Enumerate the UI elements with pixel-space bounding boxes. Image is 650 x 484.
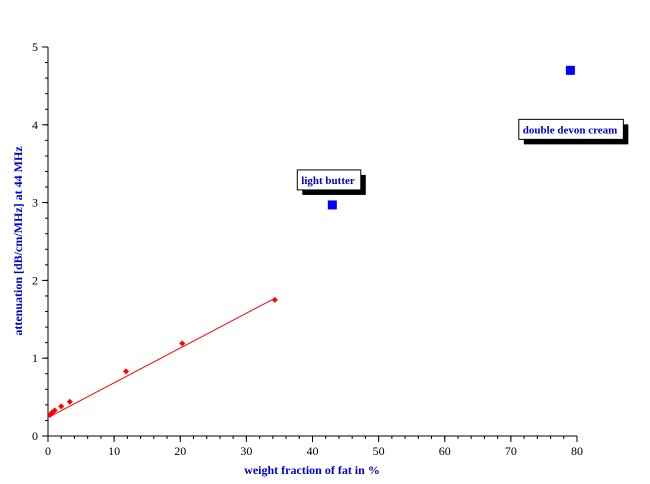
x-tick-label: 50 — [373, 444, 385, 458]
x-tick-label: 40 — [307, 444, 319, 458]
x-tick-label: 80 — [571, 444, 583, 458]
annotation-text: light butter — [301, 175, 355, 187]
y-axis-title: attenuation [dB/cm/MHz] at 44 MHz — [11, 146, 25, 336]
x-tick-label: 30 — [240, 444, 252, 458]
y-tick-label: 3 — [32, 196, 38, 210]
annotation-text: double devon cream — [523, 124, 618, 136]
data-point-diamond — [66, 398, 73, 405]
annotation-box — [518, 118, 624, 140]
data-point-diamond — [58, 403, 65, 410]
y-tick-label: 1 — [32, 351, 38, 365]
fit-lines — [49, 297, 276, 417]
ticks: 0 10 20 30 40 50 60 70 80 0 1 2 3 4 5 — [32, 40, 583, 458]
annotation-label: double devon cream — [518, 118, 629, 145]
fit-line — [49, 297, 276, 417]
x-axis-title: weight fraction of fat in % — [244, 463, 380, 477]
data-points — [46, 65, 575, 418]
y-tick-label: 4 — [32, 118, 38, 132]
annotations: light butter double devon cream — [296, 118, 629, 195]
data-point-square — [327, 200, 337, 210]
data-point-diamond — [179, 340, 186, 347]
x-tick-label: 20 — [174, 444, 186, 458]
y-tick-label: 0 — [32, 429, 38, 443]
data-point-diamond — [123, 368, 130, 375]
data-point-diamond — [271, 296, 278, 303]
axes — [47, 47, 577, 437]
y-tick-label: 5 — [32, 40, 38, 54]
y-tick-label: 2 — [32, 273, 38, 287]
data-point-square — [565, 65, 575, 75]
x-tick-label: 70 — [505, 444, 517, 458]
annotation-box — [296, 169, 362, 191]
annotation-label: light butter — [296, 169, 366, 195]
x-tick-label: 0 — [45, 444, 51, 458]
x-tick-label: 10 — [108, 444, 120, 458]
data-point-diamond — [51, 407, 58, 414]
x-tick-label: 60 — [439, 444, 451, 458]
